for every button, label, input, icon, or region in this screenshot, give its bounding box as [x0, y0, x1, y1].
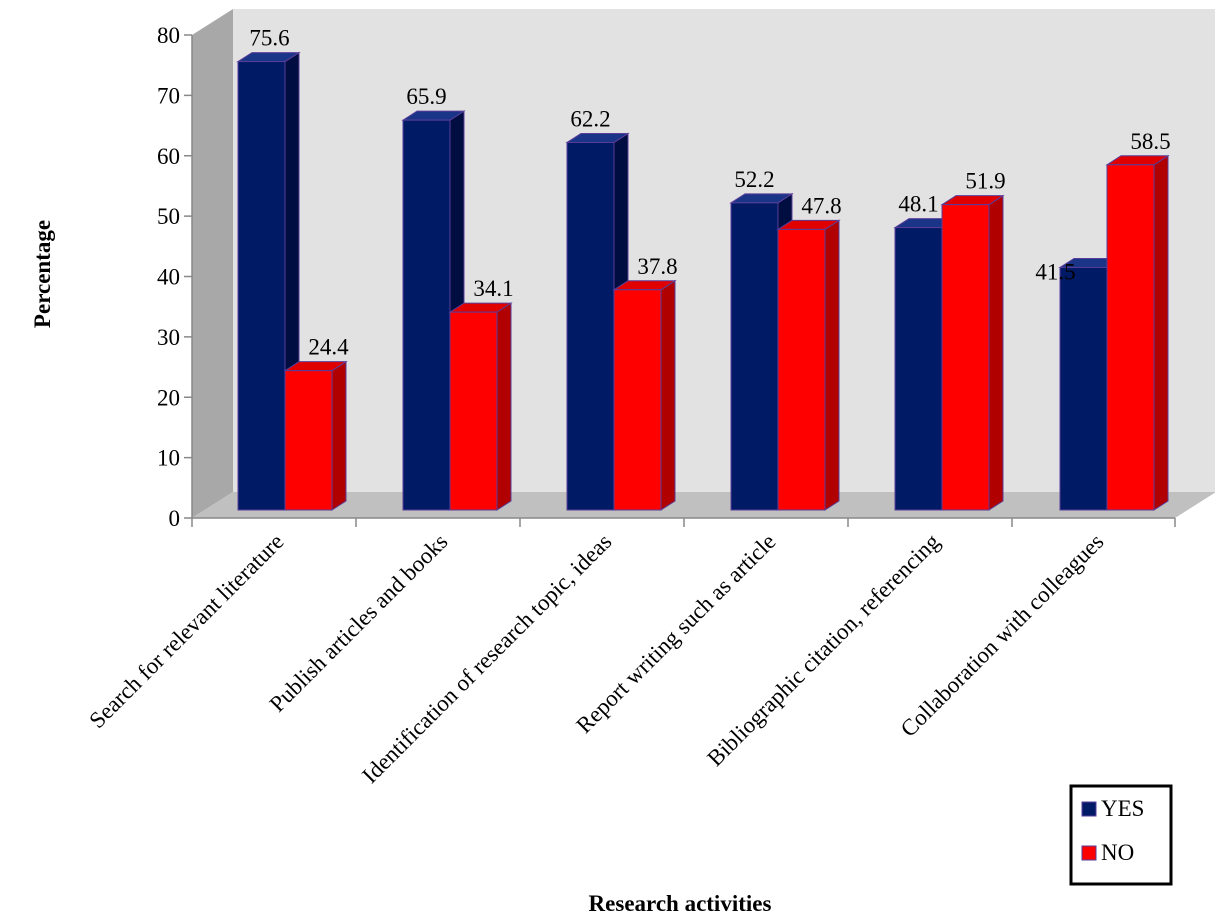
bar-no-5	[1105, 154, 1170, 511]
bar-side	[496, 302, 512, 511]
legend-swatch-no	[1081, 845, 1097, 861]
legend-label-no: NO	[1101, 840, 1134, 865]
bar-front	[566, 141, 615, 511]
y-axis-title: Percentage	[30, 220, 55, 328]
legend: YES NO	[1069, 784, 1173, 886]
bar-front	[894, 227, 943, 511]
value-label: 37.8	[637, 254, 677, 279]
bar-side	[331, 360, 347, 511]
value-label: 58.5	[1130, 129, 1170, 154]
bar-front	[284, 370, 333, 511]
legend-swatch-yes	[1081, 801, 1097, 817]
bar-front	[1106, 164, 1155, 511]
bar-front	[613, 289, 662, 511]
value-label: 24.4	[308, 335, 349, 360]
value-label: 41.5	[1035, 259, 1075, 284]
bar-no-0	[283, 360, 348, 511]
bar-side	[1153, 154, 1169, 511]
y-tick-label: 70	[157, 83, 180, 108]
bar-front	[402, 119, 451, 511]
value-label: 65.9	[406, 84, 446, 109]
y-tick-label: 30	[157, 325, 180, 350]
bar-no-4	[940, 194, 1005, 511]
y-axis: 0 10 20 30 40 50 60 70 80	[157, 23, 193, 531]
y-tick-label: 50	[157, 204, 180, 229]
bar-front	[1059, 266, 1108, 511]
y-tick-label: 80	[157, 23, 180, 48]
bar-side	[824, 219, 840, 511]
bar-front	[941, 204, 990, 511]
y-tick-label: 20	[157, 385, 180, 410]
bar-yes-1	[401, 110, 466, 511]
bar-no-2	[612, 279, 677, 511]
x-axis-title: Research activities	[589, 891, 772, 916]
value-label: 52.2	[734, 167, 774, 192]
bar-front	[777, 228, 826, 511]
value-label: 62.2	[570, 106, 610, 131]
value-label: 51.9	[965, 169, 1005, 194]
y-tick-label: 0	[169, 506, 181, 531]
bar-front	[237, 61, 286, 511]
bar-front	[730, 202, 779, 511]
value-label: 75.6	[249, 26, 289, 51]
value-label: 48.1	[898, 192, 938, 217]
y-tick-label: 60	[157, 144, 180, 169]
bars: 75.6 24.4 65.9 34.1 62.2 37.8 52.2 47.8 48.1 51.9…	[236, 26, 1171, 511]
bar-no-1	[448, 302, 513, 511]
x-tick-label: Publish articles and books	[265, 529, 453, 717]
legend-label-yes: YES	[1101, 796, 1144, 821]
y-tick-label: 10	[157, 446, 180, 471]
bar-side	[988, 194, 1004, 511]
y-tick-label: 40	[157, 265, 180, 290]
bar-no-3	[776, 219, 841, 511]
legend-box	[1069, 784, 1173, 886]
side-wall	[192, 9, 233, 518]
bar-front	[449, 311, 498, 511]
value-label: 34.1	[473, 276, 513, 301]
value-label: 47.8	[801, 193, 841, 218]
bar-side	[660, 279, 676, 511]
x-tick-label: Search for relevant literature	[84, 529, 288, 733]
